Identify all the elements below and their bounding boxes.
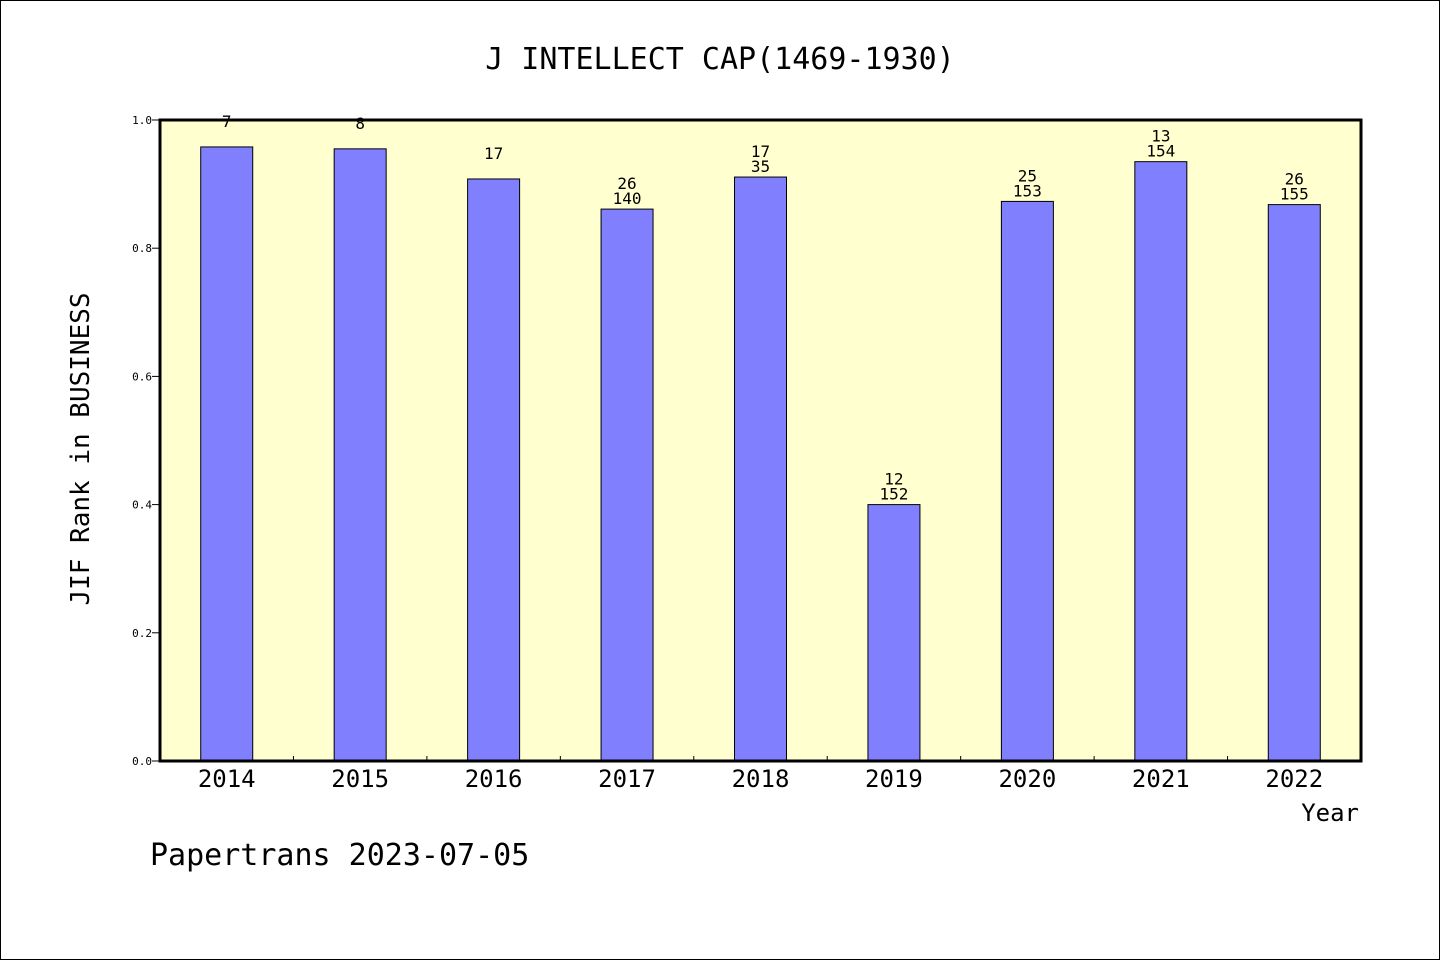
x-axis-label: Year	[1301, 799, 1359, 827]
bar-label-top: 13	[1151, 127, 1170, 146]
bar-2022	[1267, 204, 1321, 762]
bar-2021	[1134, 161, 1188, 762]
chart-title: J INTELLECT CAP(1469-1930)	[485, 42, 955, 77]
y-tick-label: 0.0	[132, 755, 152, 768]
x-tick-label: 2020	[998, 765, 1056, 793]
bar-2015	[333, 148, 387, 762]
y-tick-label: 0.2	[132, 627, 152, 640]
bar-label-top: 17	[751, 142, 770, 161]
bar-2020	[1000, 200, 1054, 762]
bar-label-bottom: 154	[1146, 142, 1175, 161]
bar-label-bottom: 153	[1013, 181, 1042, 200]
bar-label-bottom: 140	[613, 189, 642, 208]
bar-2018	[734, 176, 787, 762]
x-tick-label: 2022	[1265, 765, 1323, 793]
x-axis: 2014 2015 2016 2017 2018 2019 2020 2021 2022	[198, 756, 1323, 793]
bar-2014	[200, 146, 254, 762]
x-tick-label: 2016	[465, 765, 523, 793]
x-tick-label: 2021	[1132, 765, 1190, 793]
bar-2017	[600, 208, 654, 762]
x-tick-label: 2015	[331, 765, 389, 793]
bar-label-top: 26	[617, 174, 636, 193]
bar-label-bottom: 35	[751, 157, 770, 176]
x-tick-label: 2019	[865, 765, 923, 793]
x-tick-label: 2014	[198, 765, 256, 793]
footer-text: Papertrans 2023-07-05	[150, 838, 529, 873]
bar-label-top: 25	[1018, 166, 1037, 185]
bar-label-bottom: 152	[879, 485, 908, 504]
bar-label-top: 26	[1285, 170, 1304, 189]
bar-label-bottom: 155	[1280, 185, 1309, 204]
y-tick-label: 1.0	[132, 114, 152, 127]
plot-border	[158, 118, 1363, 763]
x-tick-label: 2017	[598, 765, 656, 793]
bar-2019	[867, 504, 921, 762]
y-tick-label: 0.6	[132, 370, 152, 383]
bar-label-top: 17	[484, 144, 503, 163]
bar-2016	[467, 178, 521, 762]
y-axis: 0.0 0.2 0.4 0.6 0.8 1.0	[132, 114, 160, 768]
bar-label-top: 8	[355, 114, 365, 133]
y-tick-label: 0.4	[132, 499, 152, 512]
bar-label-top: 12	[884, 470, 903, 489]
x-tick-label: 2018	[732, 765, 790, 793]
y-axis-label: JIF Rank in BUSINESS	[66, 292, 96, 605]
bar-series	[200, 146, 1321, 762]
y-tick-label: 0.8	[132, 242, 152, 255]
